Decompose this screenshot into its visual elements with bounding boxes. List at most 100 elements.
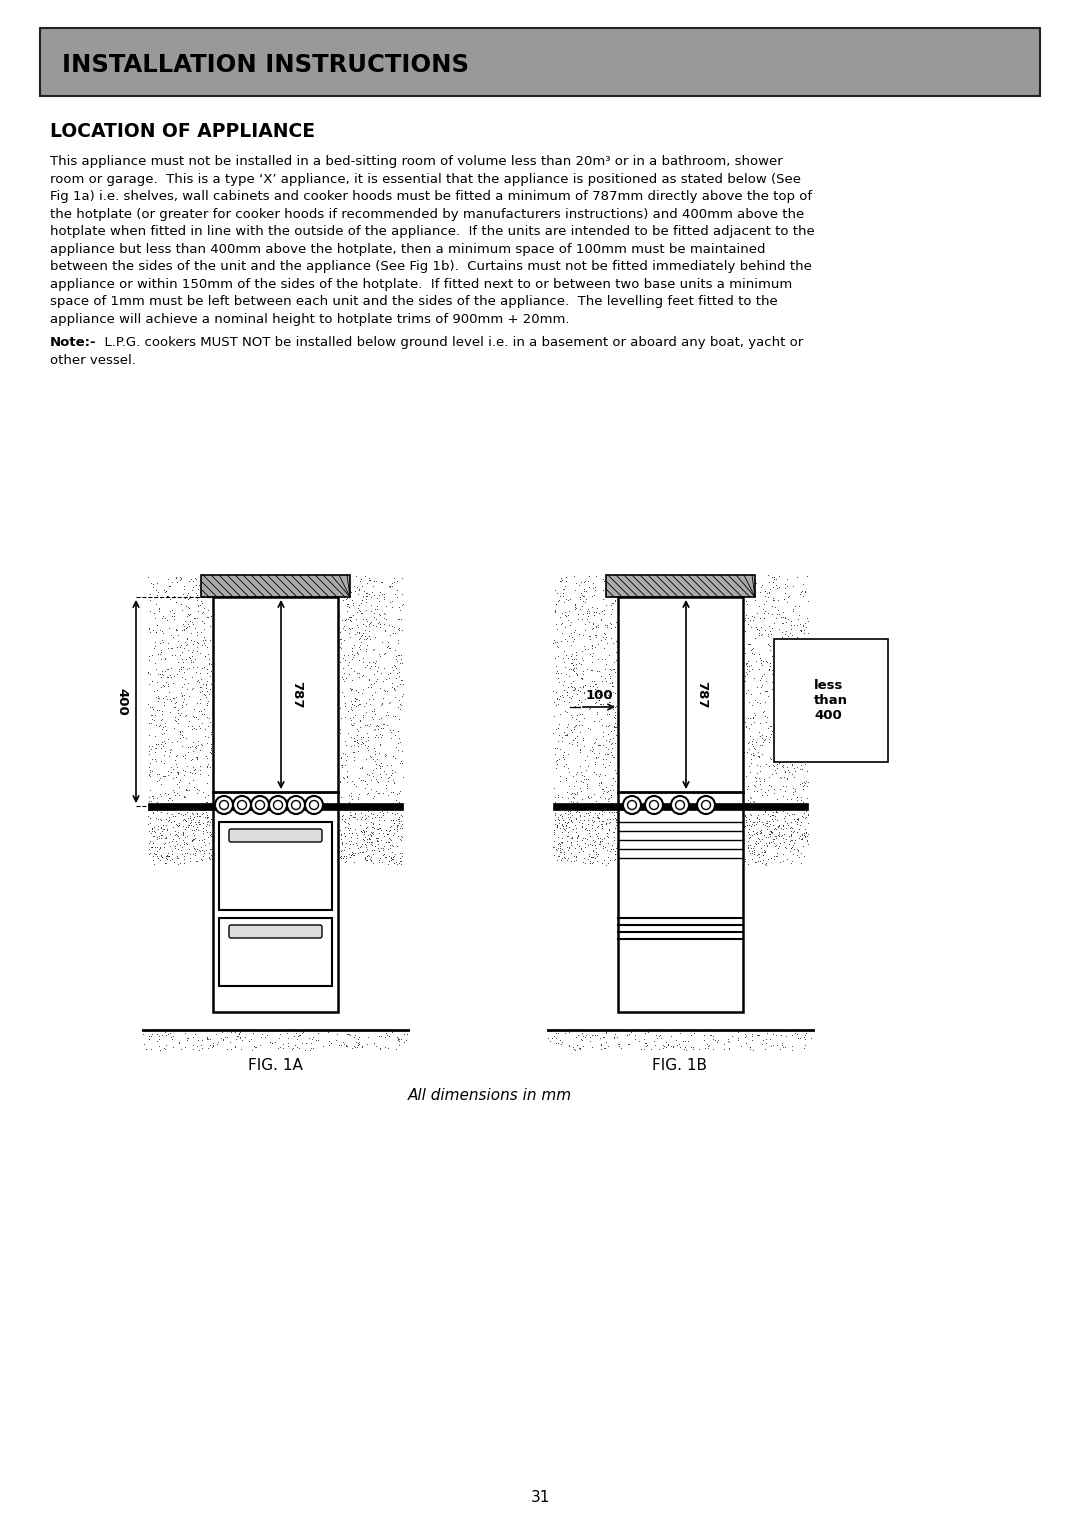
Point	[573, 811, 591, 836]
Point	[157, 659, 174, 683]
Point	[376, 640, 393, 665]
Point	[186, 605, 203, 630]
Point	[364, 811, 381, 836]
Point	[777, 761, 794, 785]
Point	[203, 652, 220, 677]
Point	[745, 1038, 762, 1062]
Point	[166, 833, 184, 857]
Point	[338, 759, 355, 784]
Point	[785, 744, 802, 769]
Point	[563, 788, 580, 813]
Point	[333, 839, 350, 863]
Point	[347, 821, 364, 845]
Point	[797, 805, 814, 830]
Point	[797, 824, 814, 848]
Point	[605, 718, 622, 743]
Point	[783, 643, 800, 668]
Point	[202, 810, 219, 834]
Point	[773, 698, 791, 723]
Point	[591, 659, 608, 683]
Point	[148, 827, 165, 851]
Point	[606, 657, 623, 681]
Point	[563, 643, 580, 668]
Point	[370, 781, 388, 805]
Point	[172, 643, 189, 668]
Point	[378, 822, 395, 847]
Point	[333, 571, 350, 596]
Point	[347, 564, 364, 588]
Point	[198, 817, 215, 842]
Point	[200, 562, 217, 587]
Point	[799, 700, 816, 724]
Point	[551, 811, 568, 836]
Point	[297, 1038, 314, 1062]
Circle shape	[697, 796, 715, 814]
Point	[799, 811, 816, 836]
Point	[552, 816, 569, 840]
Point	[612, 1036, 630, 1060]
Point	[573, 639, 591, 663]
Point	[796, 709, 813, 733]
Point	[335, 741, 352, 766]
Point	[559, 712, 577, 736]
Point	[174, 828, 191, 853]
Point	[607, 813, 624, 837]
Point	[360, 729, 377, 753]
Point	[178, 604, 195, 628]
Point	[770, 617, 787, 642]
Point	[356, 845, 374, 869]
Point	[356, 617, 374, 642]
Point	[785, 628, 802, 652]
Point	[545, 599, 563, 623]
Point	[783, 850, 800, 874]
Point	[373, 660, 390, 685]
Point	[167, 830, 185, 854]
Point	[729, 1028, 746, 1053]
Point	[342, 843, 360, 868]
Point	[738, 651, 755, 675]
Point	[393, 828, 410, 853]
Point	[637, 1019, 654, 1044]
Point	[188, 636, 205, 660]
Point	[153, 824, 171, 848]
Point	[165, 717, 183, 741]
Point	[767, 799, 784, 824]
Point	[388, 584, 405, 608]
Point	[608, 810, 625, 834]
Point	[784, 821, 801, 845]
Point	[561, 805, 578, 830]
Point	[568, 648, 585, 672]
Point	[180, 798, 198, 822]
Point	[568, 729, 585, 753]
Point	[157, 579, 174, 604]
Point	[152, 784, 170, 808]
Point	[799, 608, 816, 633]
Point	[188, 801, 205, 825]
Point	[149, 807, 166, 831]
Circle shape	[627, 801, 636, 810]
Point	[392, 750, 409, 775]
Point	[370, 590, 388, 614]
Point	[788, 842, 806, 866]
Point	[548, 616, 565, 640]
Point	[252, 1033, 269, 1057]
Point	[291, 1022, 308, 1047]
Point	[747, 828, 765, 853]
Point	[559, 675, 577, 700]
Point	[597, 811, 615, 836]
Point	[349, 596, 366, 620]
Point	[742, 743, 759, 767]
Point	[159, 636, 176, 660]
Point	[576, 570, 593, 594]
Point	[782, 839, 799, 863]
Point	[337, 850, 354, 874]
Point	[203, 847, 220, 871]
Point	[347, 1022, 364, 1047]
Point	[588, 840, 605, 865]
Point	[755, 729, 772, 753]
Point	[552, 839, 569, 863]
Point	[188, 850, 205, 874]
Point	[795, 584, 812, 608]
Point	[337, 807, 354, 831]
Point	[150, 1027, 167, 1051]
